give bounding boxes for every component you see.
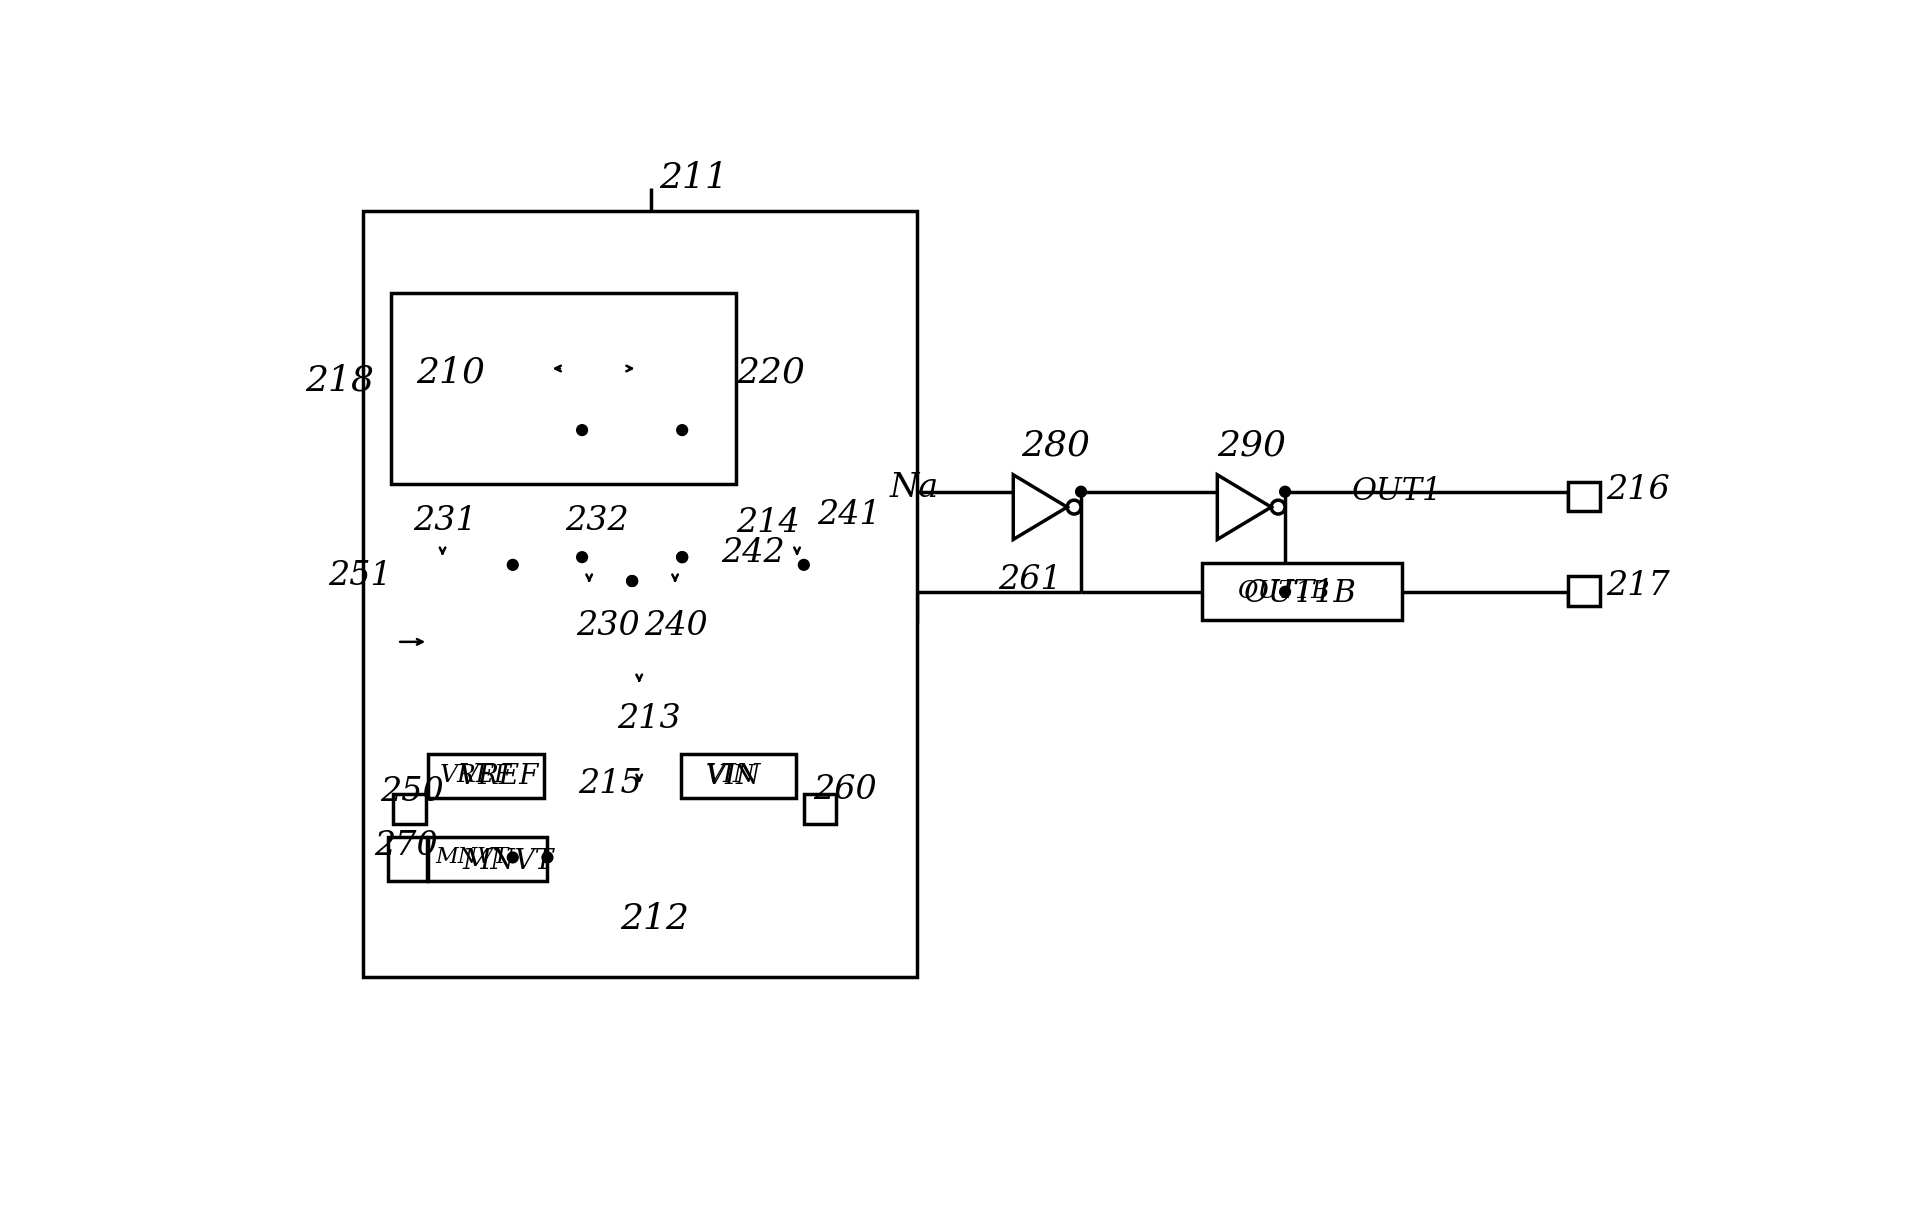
Text: 290: 290: [1217, 428, 1285, 462]
Circle shape: [576, 552, 587, 563]
Bar: [803, 794, 835, 824]
Circle shape: [507, 852, 519, 863]
Text: 280: 280: [1020, 428, 1089, 462]
Circle shape: [797, 559, 809, 570]
Text: 213: 213: [616, 703, 681, 734]
Text: 250: 250: [379, 776, 444, 808]
Text: OUT1B: OUT1B: [1243, 578, 1356, 609]
Circle shape: [1280, 587, 1289, 598]
Text: 260: 260: [812, 774, 877, 806]
Text: 232: 232: [564, 505, 629, 537]
Text: VIN: VIN: [706, 764, 755, 786]
Text: VIN: VIN: [706, 764, 761, 790]
Text: 211: 211: [658, 161, 728, 195]
Text: 231: 231: [412, 505, 477, 537]
Text: 261: 261: [997, 564, 1060, 597]
Text: 217: 217: [1606, 570, 1669, 601]
Bar: [427, 836, 547, 881]
Text: Na: Na: [889, 472, 938, 503]
Bar: [1201, 564, 1402, 621]
Text: 218: 218: [305, 363, 374, 397]
Text: 216: 216: [1606, 474, 1669, 506]
Circle shape: [507, 559, 519, 570]
Text: 251: 251: [328, 560, 391, 593]
Bar: [391, 293, 736, 484]
Text: MNVT: MNVT: [463, 848, 553, 875]
Bar: [1568, 482, 1600, 511]
Circle shape: [576, 425, 587, 436]
Text: OUT1B: OUT1B: [1236, 581, 1329, 604]
Bar: [1568, 576, 1600, 606]
Text: 210: 210: [416, 356, 484, 390]
Text: 270: 270: [374, 830, 439, 862]
Circle shape: [1076, 486, 1085, 497]
Text: 212: 212: [620, 901, 688, 937]
Circle shape: [542, 852, 553, 863]
Bar: [393, 794, 425, 824]
Text: 240: 240: [643, 611, 707, 643]
Circle shape: [677, 552, 687, 563]
Text: 230: 230: [576, 611, 639, 643]
Text: 220: 220: [736, 356, 805, 390]
Text: 242: 242: [721, 537, 784, 569]
Circle shape: [1280, 486, 1289, 497]
Text: 214: 214: [736, 507, 799, 538]
Bar: [362, 211, 917, 976]
Circle shape: [625, 576, 637, 587]
Bar: [681, 754, 795, 799]
Text: 241: 241: [816, 499, 881, 531]
Bar: [427, 754, 543, 799]
Text: OUT1: OUT1: [1352, 477, 1442, 507]
Text: MNVT: MNVT: [435, 847, 509, 869]
Circle shape: [625, 576, 637, 587]
Bar: [387, 836, 427, 881]
Circle shape: [677, 552, 687, 563]
Text: 215: 215: [578, 768, 641, 800]
Circle shape: [677, 425, 687, 436]
Text: VREF: VREF: [439, 764, 511, 786]
Text: VREF: VREF: [458, 764, 540, 790]
